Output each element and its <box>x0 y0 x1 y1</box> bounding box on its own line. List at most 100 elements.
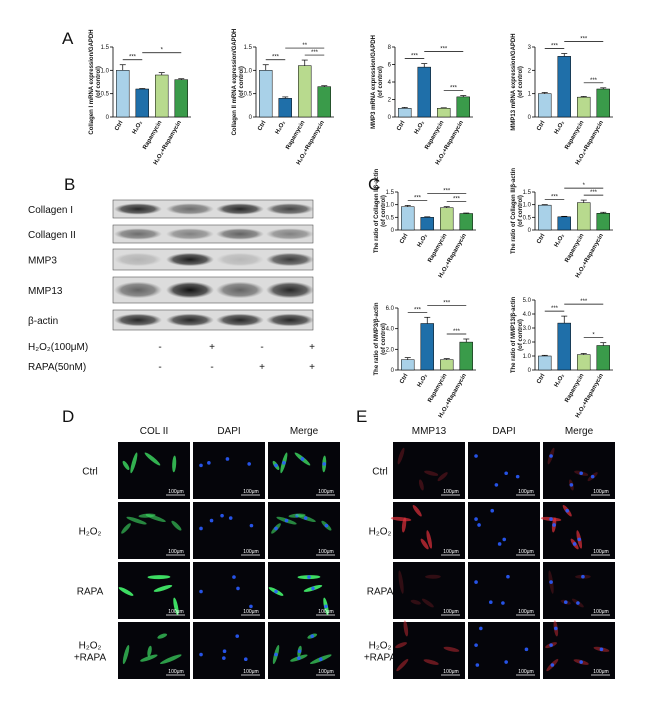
panel-letter: E <box>356 407 367 426</box>
error-bar <box>404 205 411 207</box>
scale-bar-label: 100μm <box>318 489 333 495</box>
y-tick-label: 0 <box>391 228 395 234</box>
micrograph <box>393 442 465 499</box>
x-tick-label: H₂O₂ <box>417 373 430 389</box>
micrograph <box>268 622 340 679</box>
scale-bar-label: 100μm <box>318 669 333 675</box>
treatment-sign: + <box>309 342 315 353</box>
condition-label: Ctrl <box>82 467 98 478</box>
bar <box>420 323 434 371</box>
error-bar <box>401 107 408 109</box>
bar <box>155 74 169 118</box>
nucleus <box>199 463 203 468</box>
micrograph <box>543 622 615 679</box>
micrograph <box>543 562 615 619</box>
y-axis-label-line: Collagen I mRNA expression/GAPDH <box>89 29 95 134</box>
x-tick-label: Ctrl <box>399 233 410 245</box>
cell-stain <box>403 620 409 637</box>
condition-label-line: Ctrl <box>372 467 388 478</box>
y-tick-label: 2 <box>528 68 532 74</box>
nucleus <box>324 523 329 528</box>
y-axis-label-line: (of control) <box>378 66 384 98</box>
y-axis-label-line: The ratio of MMP3/β-actin <box>374 302 380 375</box>
cell-stain <box>171 520 182 531</box>
nucleus <box>274 589 278 594</box>
cell-stain <box>426 530 433 549</box>
micrograph <box>468 442 540 499</box>
y-tick-label: 0 <box>528 115 532 121</box>
bar <box>259 70 273 118</box>
y-tick-label: 1.0 <box>244 68 253 74</box>
nucleus <box>474 454 478 458</box>
micrograph <box>193 442 265 499</box>
y-tick-label: 0.5 <box>523 215 532 221</box>
nucleus <box>228 516 233 520</box>
blot-band <box>266 281 314 299</box>
x-tick-label: Rapamycin <box>564 233 585 264</box>
blot-band <box>114 203 162 215</box>
cell-stain <box>437 472 448 482</box>
x-tick-label: Rapamycin <box>564 373 585 404</box>
y-axis-label: MMP13 mRNA expression/GAPDH(of control) <box>511 33 524 130</box>
y-axis-label: The ratio of Collagen I/β-actin(of contr… <box>374 169 387 254</box>
error-bar <box>600 87 607 89</box>
x-tick-label: H₂O₂ <box>554 233 567 249</box>
nucleus <box>303 516 308 520</box>
nucleus <box>502 537 507 542</box>
nucleus <box>577 537 582 542</box>
nucleus <box>220 513 224 518</box>
bar <box>557 56 571 118</box>
scale-bar-label: 100μm <box>518 489 533 495</box>
y-axis-label-line: MMP13 mRNA expression/GAPDH <box>511 33 517 130</box>
significance-label: ** <box>302 43 307 49</box>
error-bar <box>178 78 185 80</box>
bar <box>174 79 188 118</box>
cell-stain <box>121 523 131 534</box>
x-tick-label: Ctrl <box>399 373 410 385</box>
y-tick-label: 6.0 <box>386 306 395 312</box>
treatment-sign: - <box>158 362 161 373</box>
x-tick-label: Rapamycin <box>427 233 448 264</box>
cell-stain <box>173 597 179 616</box>
bar <box>459 213 473 231</box>
y-axis-label-line: The ratio of MMP13/β-actin <box>511 297 517 374</box>
scale-bar-label: 100μm <box>593 549 608 555</box>
significance-label: * <box>161 48 164 54</box>
scale-bar-label: 100μm <box>168 609 183 615</box>
nucleus <box>524 647 529 652</box>
y-tick-label: 0.5 <box>101 92 110 98</box>
y-tick-label: 1.5 <box>386 190 395 196</box>
y-tick-label: 8 <box>388 45 392 51</box>
cell-stain <box>130 452 138 474</box>
error-bar <box>600 211 607 214</box>
micrograph <box>193 562 265 619</box>
protein-label: β-actin <box>28 316 58 327</box>
significance-label: *** <box>414 195 422 201</box>
cell-stain <box>443 646 460 652</box>
nucleus <box>549 580 553 584</box>
micrograph <box>118 502 190 559</box>
significance-label: * <box>592 333 595 339</box>
bar <box>557 322 571 371</box>
y-axis-label-line: (of control) <box>518 195 524 227</box>
significance-label: *** <box>551 44 559 50</box>
y-axis-label: The ratio of Collagen II/β-actin(of cont… <box>511 168 524 254</box>
nucleus <box>572 542 577 546</box>
significance-label: *** <box>443 300 451 306</box>
panel-letter: B <box>64 175 75 194</box>
condition-label-line: RAPA <box>367 587 394 598</box>
micrograph <box>543 502 615 559</box>
nucleus <box>297 649 302 654</box>
scale-bar-label: 100μm <box>243 609 258 615</box>
y-tick-label: 0 <box>528 228 532 234</box>
nucleus <box>222 649 227 654</box>
significance-label: *** <box>411 54 419 60</box>
x-tick-label: Rapamycin <box>285 120 306 151</box>
error-bar <box>541 354 548 356</box>
x-tick-label: H₂O₂ <box>414 120 427 136</box>
nucleus <box>474 517 478 521</box>
nucleus <box>247 462 251 466</box>
scale-bar-label: 100μm <box>593 669 608 675</box>
nucleus <box>477 523 481 527</box>
